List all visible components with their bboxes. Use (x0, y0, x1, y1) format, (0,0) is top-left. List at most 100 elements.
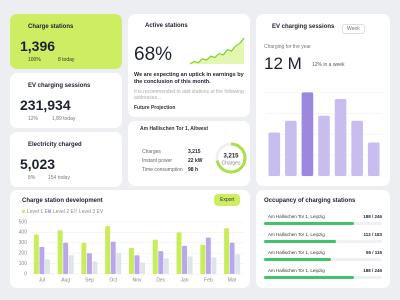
bar (63, 242, 69, 274)
row-label: Charges (142, 149, 161, 155)
y-tick-label: 200 (19, 251, 28, 257)
occupancy-card: Occupancy of charging stations Am Hallis… (256, 190, 390, 288)
gauge-label: Charges (222, 160, 241, 166)
stat-today: 154 today (48, 175, 70, 181)
row-address: Am Hallischen Tor 1, Leipzig (268, 250, 325, 255)
legend-swatch (48, 210, 51, 213)
bar (182, 245, 188, 274)
x-tick-label: Jan (181, 277, 189, 283)
sparkline-area (190, 38, 244, 64)
legend-swatch (22, 210, 25, 213)
card-title: Active stations (145, 23, 188, 29)
legend-swatch (74, 210, 77, 213)
x-tick-label: Sep (85, 277, 94, 283)
row-label: 65 / 115 (365, 250, 382, 255)
x-tick-label: Mar (228, 277, 237, 283)
stat-today: 1,89 today (52, 116, 76, 122)
x-tick-label: Nov (133, 277, 142, 283)
y-tick-label: 400 (19, 230, 28, 236)
stat-value: 5,023 (20, 156, 56, 172)
row-label: Time consumption (142, 167, 183, 173)
stat-card[interactable]: EV charging sessions 231,934 12% 1,89 to… (10, 73, 122, 128)
stat-value: 231,934 (20, 97, 71, 113)
row-label: 188 / 246 (363, 214, 382, 219)
export-button[interactable]: Export (214, 194, 241, 206)
active-note: It is recommended to add stations at the… (134, 89, 244, 101)
progress-bar (264, 258, 331, 261)
y-tick-label: 0 (24, 271, 27, 277)
bar (351, 120, 363, 176)
active-value: 68% (134, 44, 173, 65)
progress-track (264, 276, 382, 279)
bar (110, 241, 116, 274)
progress-bar (264, 240, 337, 243)
progress-track (264, 258, 382, 261)
bar (285, 120, 297, 176)
sparkline (189, 37, 245, 65)
sessions-card: EV charging sessions Week Charging for t… (256, 14, 390, 186)
bar (152, 239, 158, 274)
bar (86, 253, 92, 274)
bar (92, 261, 98, 274)
bar (39, 246, 45, 274)
stat-value: 1,396 (20, 38, 56, 54)
row-value: 98 h (188, 167, 199, 173)
bar (268, 132, 281, 176)
bar (140, 262, 146, 274)
bar (229, 242, 235, 274)
gauge-value: 3,215 (223, 154, 239, 160)
y-tick-label: 500 (19, 219, 28, 225)
bar (187, 256, 193, 274)
bar (105, 226, 111, 274)
bar (235, 254, 241, 274)
bar (57, 230, 63, 274)
bar (134, 255, 140, 274)
stat-today: 8 today (58, 57, 75, 63)
progress-bar (264, 276, 355, 279)
stat-change: 12% (28, 116, 39, 122)
row-address: Am Hallischen Tor 1, Leipzig (268, 232, 325, 237)
bar (205, 237, 211, 274)
grouped-bar-chart: Level 1 EV Level 2 EV Level 3 EV 0 100 200 300… (19, 209, 244, 283)
stat-title: Electricity charged (28, 142, 82, 148)
x-tick-label: Jul (39, 277, 45, 283)
bar (367, 142, 380, 176)
legend-label: Level 1 EV (27, 209, 52, 215)
legend-label: Level 3 EV (79, 209, 104, 215)
bar (68, 255, 74, 274)
bar (116, 253, 122, 274)
stat-card[interactable]: Electricity charged 5,023 8% 154 today (10, 132, 122, 187)
stat-title: Charge stations (28, 24, 74, 30)
subtitle: Charging for the year (264, 44, 311, 50)
progress-track (264, 222, 382, 225)
bar (334, 99, 347, 176)
x-tick-label: Aug (61, 277, 70, 283)
card-title: Charge station development (22, 198, 103, 204)
development-card: Charge station development Export Level … (10, 190, 250, 288)
bar (318, 115, 330, 176)
bar (44, 259, 50, 274)
stat-change: 100% (28, 57, 41, 63)
stat-title: EV charging sessions (28, 83, 91, 89)
link[interactable]: Future Projection (134, 105, 176, 111)
gauge-arc (215, 142, 247, 174)
progress-bar (264, 222, 355, 225)
row-label: Instant power (142, 158, 173, 164)
x-tick-label: Feb (204, 277, 213, 283)
bar (200, 244, 206, 274)
x-tick-label: Oct (109, 277, 117, 283)
bar (158, 251, 164, 274)
row-value: 3,215 (188, 149, 201, 155)
station-address: Am Hallischen Tor 1, Altwest (140, 126, 209, 132)
period-select[interactable]: Week (342, 24, 365, 34)
bar-chart (266, 92, 382, 177)
stat-change: 8% (28, 175, 36, 181)
row-address: Am Hallischen Tor 1, Leipzig (268, 268, 325, 273)
row-label: 188 / 246 (363, 268, 382, 273)
bar (211, 257, 217, 274)
legend-label: Level 2 EV (53, 209, 78, 215)
stat-card[interactable]: Charge stations 1,396 100% 8 today (10, 14, 122, 69)
bar (81, 242, 87, 274)
